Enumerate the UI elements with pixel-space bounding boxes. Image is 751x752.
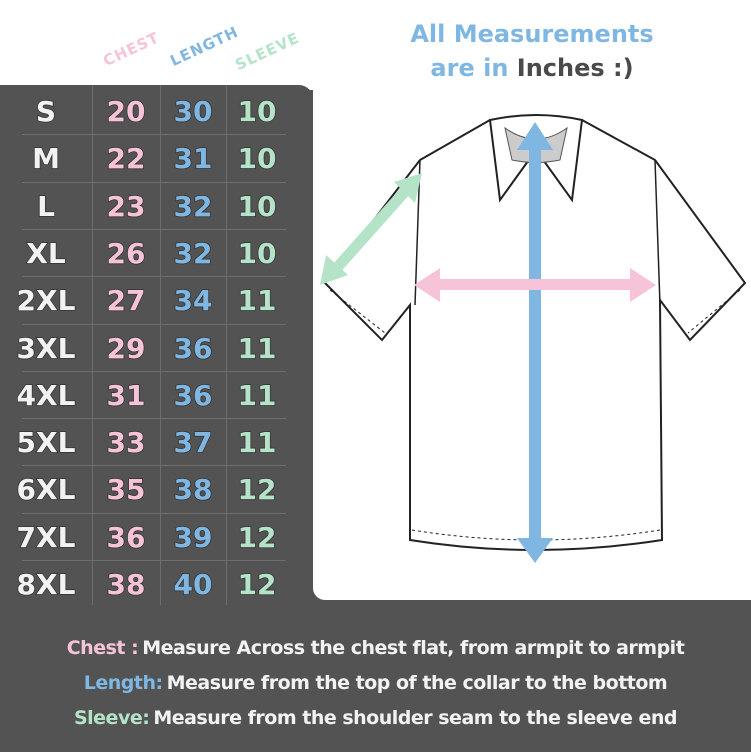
cell-size: 8XL <box>16 567 76 602</box>
cell-length: 36 <box>173 331 213 366</box>
row-divider <box>22 465 286 467</box>
note-sleeve-label: Sleeve: <box>73 707 150 729</box>
header-unit: Inches :) <box>516 54 634 82</box>
row-divider <box>22 323 286 325</box>
cell-length: 30 <box>173 94 213 129</box>
cell-size: S <box>35 94 57 129</box>
note-sleeve-text: Measure from the shoulder seam to the sl… <box>153 707 678 729</box>
row-divider <box>22 512 286 514</box>
cell-chest: 29 <box>106 331 146 366</box>
cell-sleeve: 11 <box>237 283 277 318</box>
cell-sleeve: 12 <box>237 520 277 555</box>
cell-chest: 27 <box>106 283 146 318</box>
note-chest-text: Measure Across the chest flat, from armp… <box>142 637 685 659</box>
cell-sleeve: 11 <box>237 331 277 366</box>
cell-chest: 20 <box>106 94 146 129</box>
table-row: S 20 30 10 <box>0 88 313 135</box>
header-title: All Measurements <box>410 20 654 48</box>
cell-size: M <box>31 142 60 177</box>
cell-length: 31 <box>173 142 213 177</box>
cell-size: XL <box>26 236 67 271</box>
table-row: M 22 31 10 <box>0 135 313 182</box>
note-chest-label: Chest : <box>66 637 139 659</box>
cell-chest: 38 <box>106 567 146 602</box>
cell-length: 37 <box>173 425 213 460</box>
table-row: L 23 32 10 <box>0 183 313 230</box>
cell-sleeve: 11 <box>237 378 277 413</box>
table-row: 6XL 35 38 12 <box>0 466 313 513</box>
cell-size: 6XL <box>16 473 76 508</box>
shirt-diagram <box>320 114 747 563</box>
row-divider <box>22 134 286 136</box>
cell-length: 39 <box>173 520 213 555</box>
cell-length: 32 <box>173 189 213 224</box>
cell-sleeve: 10 <box>237 94 277 129</box>
sleeve-arrow-icon <box>320 173 422 285</box>
cell-length: 34 <box>173 283 213 318</box>
header-subtitle: are in Inches :) <box>313 54 751 82</box>
size-table <box>0 85 313 615</box>
cell-chest: 22 <box>106 142 146 177</box>
table-row: 7XL 36 39 12 <box>0 514 313 561</box>
cell-chest: 23 <box>106 189 146 224</box>
table-row: 4XL 31 36 11 <box>0 372 313 419</box>
cell-size: 4XL <box>16 378 76 413</box>
row-divider <box>22 418 286 420</box>
column-divider <box>226 85 227 605</box>
cell-sleeve: 11 <box>237 425 277 460</box>
row-divider <box>22 276 286 278</box>
cell-size: L <box>36 189 55 224</box>
chest-arrow-icon <box>414 268 656 302</box>
cell-length: 36 <box>173 378 213 413</box>
column-divider <box>92 85 93 605</box>
row-divider <box>22 370 286 372</box>
cell-chest: 31 <box>106 378 146 413</box>
cell-chest: 36 <box>106 520 146 555</box>
column-divider <box>160 85 161 605</box>
note-length-text: Measure from the top of the collar to th… <box>166 672 668 694</box>
row-divider <box>22 560 286 561</box>
cell-chest: 35 <box>106 473 146 508</box>
note-chest: Chest : Measure Across the chest flat, fr… <box>0 637 751 659</box>
cell-size: 3XL <box>16 331 76 366</box>
cell-chest: 26 <box>106 236 146 271</box>
cell-size: 2XL <box>16 283 76 318</box>
table-row: 8XL 38 40 12 <box>0 561 313 608</box>
table-row: 5XL 33 37 11 <box>0 419 313 466</box>
cell-sleeve: 10 <box>237 189 277 224</box>
cell-length: 38 <box>173 473 213 508</box>
note-length: Length: Measure from the top of the colla… <box>0 672 751 694</box>
cell-chest: 33 <box>106 425 146 460</box>
header-prefix: are in <box>430 54 509 82</box>
cell-sleeve: 12 <box>237 567 277 602</box>
cell-length: 32 <box>173 236 213 271</box>
row-divider <box>22 228 286 230</box>
table-row: XL 26 32 10 <box>0 230 313 277</box>
note-sleeve: Sleeve: Measure from the shoulder seam to… <box>0 707 751 729</box>
cell-sleeve: 10 <box>237 236 277 271</box>
cell-sleeve: 10 <box>237 142 277 177</box>
cell-sleeve: 12 <box>237 473 277 508</box>
cell-length: 40 <box>173 567 213 602</box>
table-row: 2XL 27 34 11 <box>0 277 313 324</box>
table-row: 3XL 29 36 11 <box>0 325 313 372</box>
cell-size: 5XL <box>16 425 76 460</box>
cell-size: 7XL <box>16 520 76 555</box>
row-divider <box>22 181 286 183</box>
note-length-label: Length: <box>83 672 163 694</box>
length-arrow-icon <box>517 122 553 563</box>
